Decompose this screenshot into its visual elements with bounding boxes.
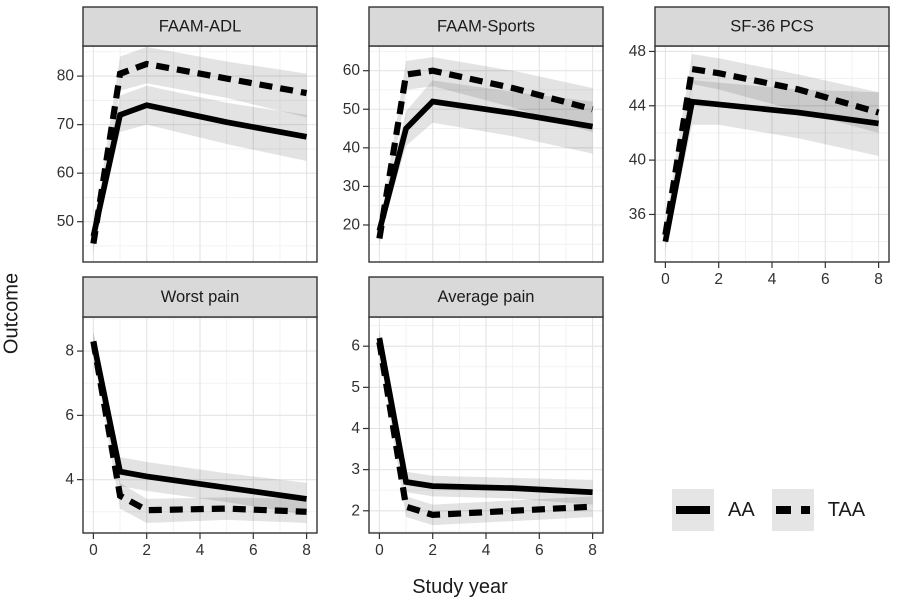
legend-label-taa: TAA bbox=[827, 498, 866, 521]
y-tick-label: 40 bbox=[343, 139, 361, 156]
ribbon-taa bbox=[93, 331, 307, 524]
legend-item-aa: AA bbox=[672, 489, 772, 531]
y-tick-label: 2 bbox=[351, 502, 360, 519]
y-tick-label: 20 bbox=[343, 216, 361, 233]
panel-sf-36-pcs: 36 40 44 48 0 2 4 6 8 SF-36 PCS bbox=[629, 6, 890, 288]
ribbon-taa bbox=[379, 333, 593, 526]
ribbon-aa bbox=[379, 329, 593, 505]
y-tick-label: 30 bbox=[343, 178, 361, 195]
y-tick-label: 3 bbox=[351, 461, 360, 478]
x-tick-label: 8 bbox=[588, 542, 597, 559]
ribbon-taa bbox=[93, 46, 307, 254]
y-tick-label: 70 bbox=[57, 116, 75, 133]
x-tick-label: 0 bbox=[661, 271, 670, 288]
x-tick-label: 0 bbox=[89, 542, 98, 559]
panel-faam-adl: 50 60 70 80 FAAM-ADL bbox=[57, 6, 318, 263]
facet-strip-title: FAAM-ADL bbox=[159, 18, 242, 36]
x-tick-label: 0 bbox=[375, 542, 384, 559]
y-tick-label: 5 bbox=[351, 379, 360, 396]
line-taa bbox=[376, 341, 593, 519]
panel-average-pain: 2 3 4 5 6 0 2 4 6 8 Average pain bbox=[351, 276, 604, 559]
facet-strip-title: FAAM-Sports bbox=[437, 18, 535, 36]
y-tick-label: 80 bbox=[57, 68, 75, 85]
y-tick-label: 60 bbox=[57, 165, 75, 182]
facet-strip bbox=[368, 276, 604, 318]
facet-strip-title: SF-36 PCS bbox=[730, 18, 813, 36]
y-tick-label: 50 bbox=[57, 213, 75, 230]
x-tick-label: 6 bbox=[535, 542, 544, 559]
legend-label-aa: AA bbox=[728, 498, 755, 521]
facet-strip bbox=[654, 6, 890, 47]
y-tick-label: 44 bbox=[629, 97, 647, 114]
line-aa bbox=[90, 102, 308, 237]
y-tick-label: 50 bbox=[343, 101, 361, 118]
ribbon-aa bbox=[665, 79, 879, 252]
legend-key-dashed-line-icon bbox=[771, 489, 814, 531]
x-tick-label: 8 bbox=[874, 271, 883, 288]
ribbon-taa bbox=[379, 57, 593, 247]
y-tick-label: 4 bbox=[65, 471, 74, 488]
ribbon-aa bbox=[93, 331, 307, 515]
x-tick-label: 4 bbox=[768, 271, 777, 288]
facet-strip-title: Worst pain bbox=[161, 288, 240, 306]
legend-item-taa: TAA bbox=[771, 489, 882, 531]
x-tick-label: 4 bbox=[482, 542, 491, 559]
x-tick-label: 6 bbox=[249, 542, 258, 559]
x-axis-title: Study year bbox=[412, 576, 508, 598]
y-axis-title: Outcome bbox=[0, 272, 23, 355]
x-tick-label: 2 bbox=[142, 542, 151, 559]
x-tick-label: 8 bbox=[302, 542, 311, 559]
y-tick-label: 48 bbox=[629, 43, 646, 60]
facet-strip-title: Average pain bbox=[438, 288, 535, 306]
facet-strip bbox=[368, 6, 604, 47]
line-taa bbox=[662, 65, 880, 236]
ribbon-taa bbox=[665, 54, 879, 246]
y-tick-label: 36 bbox=[629, 206, 646, 223]
legend-key-solid-line-icon bbox=[672, 489, 714, 531]
x-tick-label: 2 bbox=[428, 542, 437, 559]
y-tick-label: 6 bbox=[65, 407, 74, 424]
y-tick-label: 60 bbox=[343, 62, 361, 79]
line-aa bbox=[662, 98, 879, 243]
panel-faam-sports: 20 30 40 50 60 FAAM-Sports bbox=[343, 6, 604, 263]
y-tick-label: 8 bbox=[65, 343, 74, 360]
x-tick-label: 6 bbox=[821, 271, 830, 288]
x-tick-label: 4 bbox=[196, 542, 205, 559]
line-taa bbox=[376, 67, 594, 239]
y-tick-label: 6 bbox=[351, 338, 360, 355]
panel-worst-pain: 4 6 8 0 2 4 6 8 Worst pain bbox=[65, 276, 318, 559]
y-tick-label: 40 bbox=[629, 152, 647, 169]
line-aa bbox=[376, 98, 594, 232]
legend: AA TAA bbox=[672, 489, 882, 531]
facet-strip bbox=[82, 276, 318, 318]
x-tick-label: 2 bbox=[714, 271, 723, 288]
y-tick-label: 4 bbox=[351, 420, 360, 437]
line-taa bbox=[90, 60, 308, 245]
facet-strip bbox=[82, 6, 318, 47]
